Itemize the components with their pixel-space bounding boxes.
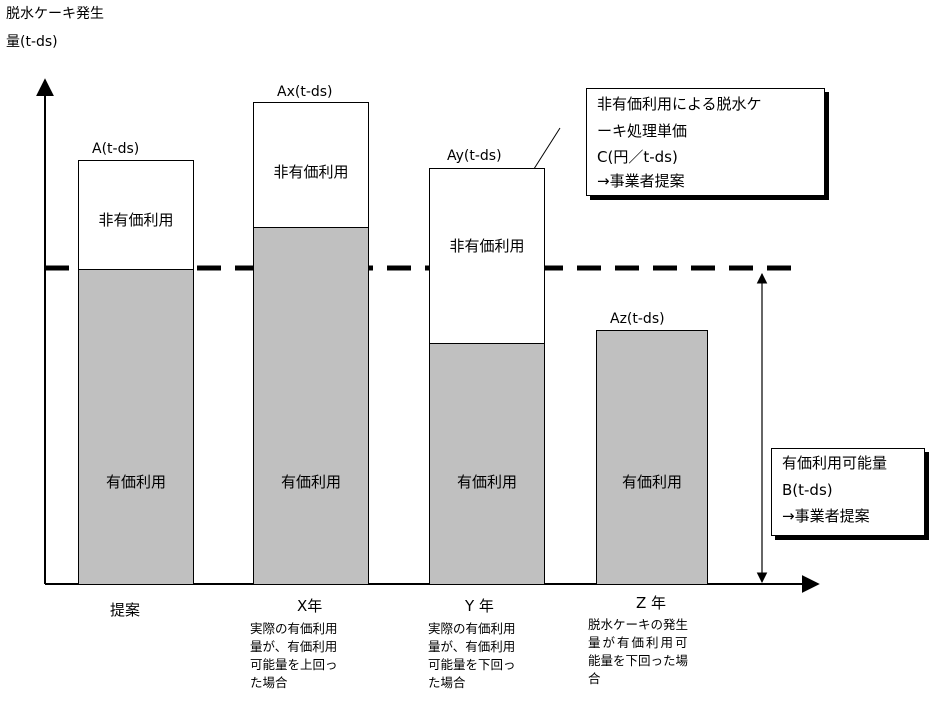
- x-category-caption: 脱水ケーキの発生 量が有価利用可 能量を下回った場 合: [588, 617, 690, 686]
- bar-segment-label: 有価利用: [280, 473, 341, 491]
- x-category-label: Y 年: [465, 597, 494, 615]
- bar-segment-label: 非有価利用: [98, 211, 174, 229]
- callout-capacity: 有価利用可能量 B(t-ds) →事業者提案: [771, 448, 925, 536]
- x-category-caption: 実際の有価利用 量が、有価利用 可能量を下回っ た場合: [428, 621, 516, 690]
- y-axis-label-line2: 量(t-ds): [6, 34, 58, 50]
- y-axis-label-line1: 脱水ケーキ発生: [6, 6, 104, 22]
- bar-segment-label: 非有価利用: [449, 237, 525, 255]
- bar-segment-label: 有価利用: [456, 473, 517, 491]
- bar-total-label: Az(t-ds): [610, 311, 665, 327]
- bar-total-label: Ay(t-ds): [447, 148, 502, 164]
- bar-segment-label: 有価利用: [105, 473, 166, 491]
- x-category-label: 提案: [110, 601, 141, 619]
- x-category-label: X年: [297, 597, 323, 615]
- bar-segment-valuable: 有価利用: [78, 269, 194, 585]
- bar-segment-label: 非有価利用: [273, 163, 349, 181]
- bar-segment-valuable: 有価利用: [596, 330, 708, 585]
- bar-segment-non-valuable: 非有価利用: [253, 102, 369, 228]
- callout-unit-price: 非有価利用による脱水ケ ーキ処理単価 C(円／t-ds) →事業者提案: [586, 88, 825, 196]
- x-category-label: Z 年: [636, 594, 667, 612]
- bar-segment-valuable: 有価利用: [429, 343, 545, 585]
- x-category-caption: 実際の有価利用 量が、有価利用 可能量を上回っ た場合: [250, 621, 338, 690]
- bar-total-label: Ax(t-ds): [277, 84, 333, 100]
- bar-segment-valuable: 有価利用: [253, 227, 369, 585]
- bar-segment-non-valuable: 非有価利用: [429, 168, 545, 344]
- bar-segment-label: 有価利用: [621, 473, 682, 491]
- bar-total-label: A(t-ds): [92, 141, 140, 157]
- bar-segment-non-valuable: 非有価利用: [78, 160, 194, 270]
